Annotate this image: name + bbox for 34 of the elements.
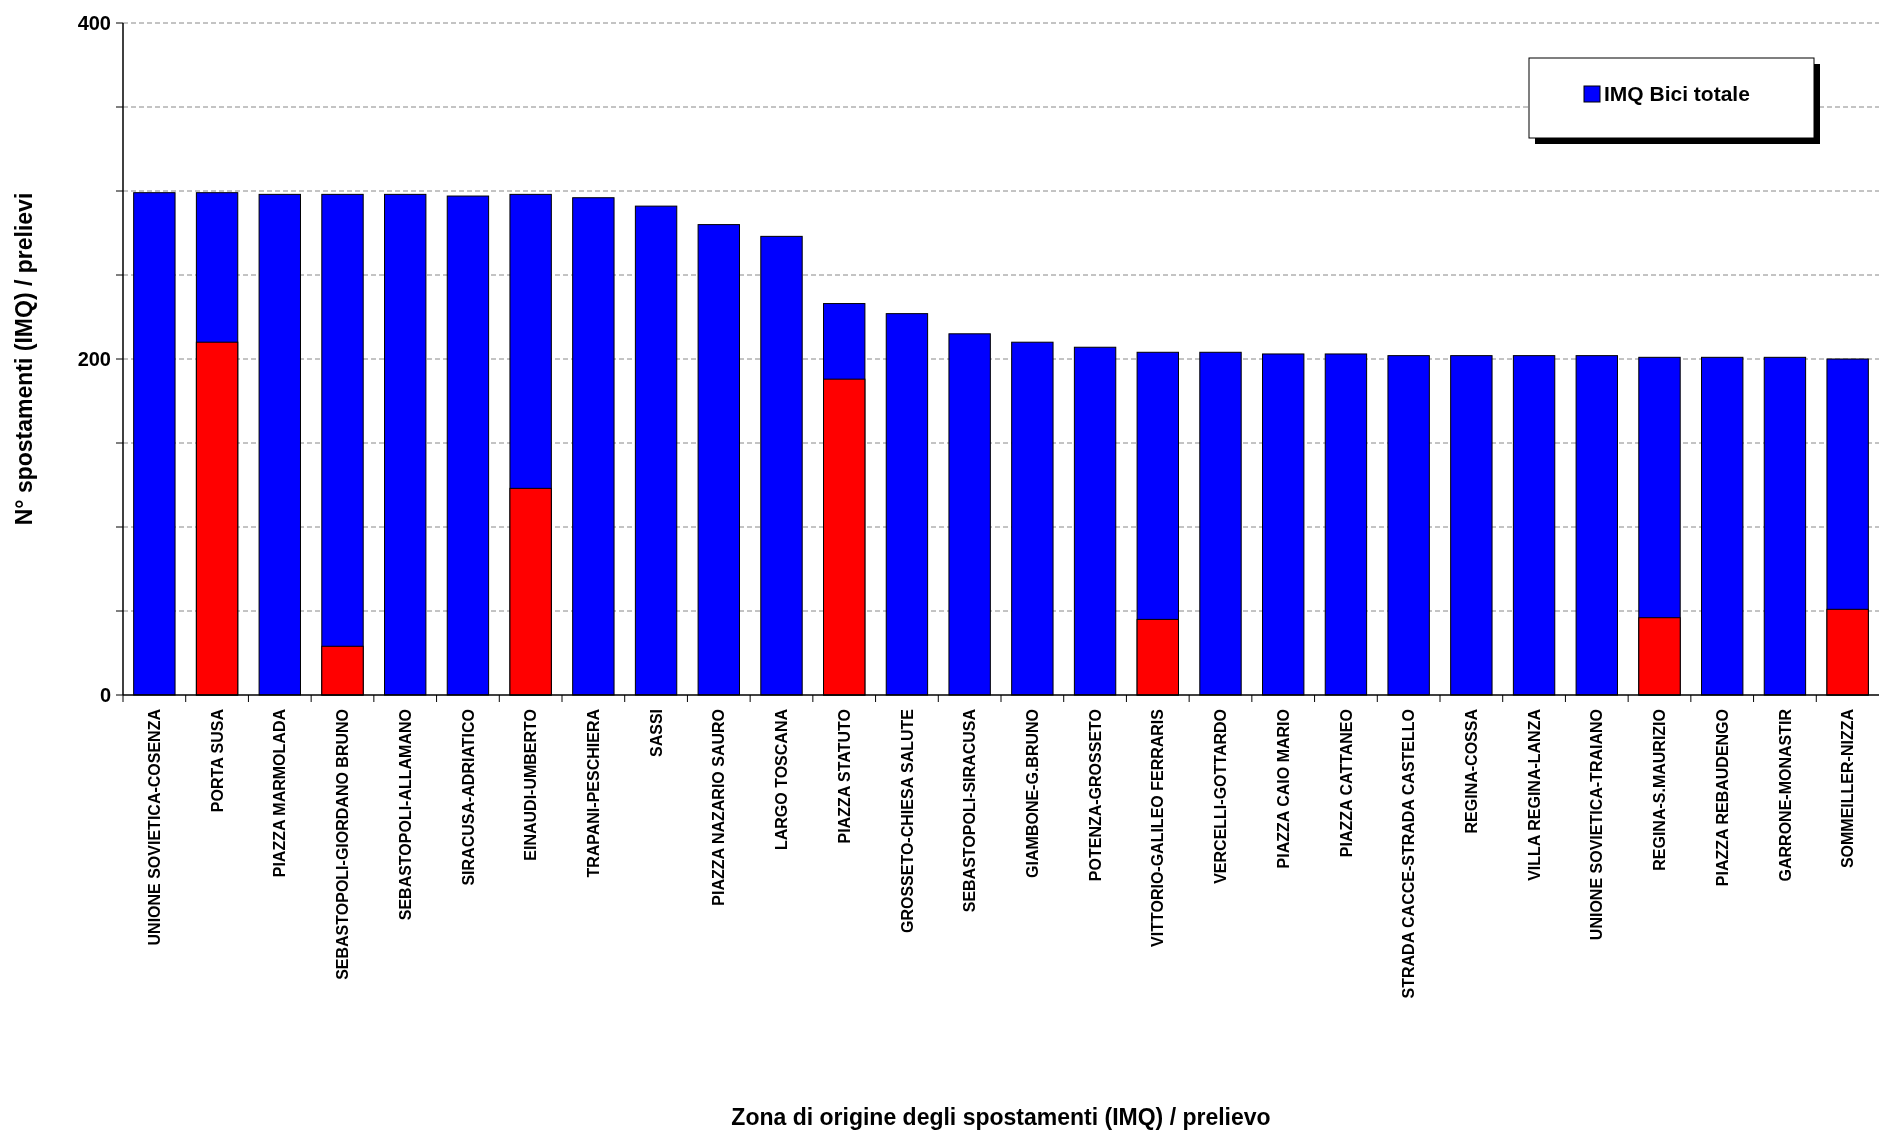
x-tick-label: GIAMBONE-G.BRUNO bbox=[1023, 709, 1041, 878]
x-tick-label: GARRONE-MONASTIR bbox=[1776, 708, 1794, 882]
x-tick-label: EINAUDI-UMBERTO bbox=[522, 709, 540, 861]
x-tick-label: PIAZZA CAIO MARIO bbox=[1274, 709, 1292, 869]
y-axis-title: N° spostamenti (IMQ) / prelievi bbox=[11, 192, 37, 526]
x-tick-label: SEBASTOPOLI-SIRACUSA bbox=[961, 708, 979, 913]
x-tick-label: GROSSETO-CHIESA SALUTE bbox=[898, 708, 916, 934]
x-tick-label: PIAZZA CATTANEO bbox=[1337, 709, 1355, 858]
x-tick-label: POTENZA-GROSSETO bbox=[1086, 709, 1104, 882]
x-tick-label: LARGO TOSCANA bbox=[773, 708, 791, 851]
x-tick-label: PIAZZA MARMOLADA bbox=[271, 708, 289, 878]
x-tick-label: VILLA REGINA-LANZA bbox=[1525, 708, 1543, 881]
x-tick-label: UNIONE SOVIETICA-TRAIANO bbox=[1588, 709, 1606, 941]
x-tick-label: TRAPANI-PESCHIERA bbox=[584, 708, 602, 878]
x-tick-label: PIAZZA REBAUDENGO bbox=[1713, 709, 1731, 887]
x-tick-label: SEBASTOPOLI-GIORDANO BRUNO bbox=[334, 709, 352, 980]
y-tick-label: 400 bbox=[77, 12, 111, 34]
x-tick-label: SEBASTOPOLI-ALLAMANO bbox=[396, 709, 414, 921]
x-tick-label: UNIONE SOVIETICA-COSENZA bbox=[145, 708, 163, 946]
x-tick-label: STRADA CACCE-STRADA CASTELLO bbox=[1400, 709, 1418, 999]
x-tick-label: REGINA-S.MAURIZIO bbox=[1651, 709, 1669, 871]
y-tick-label: 0 bbox=[99, 684, 111, 706]
x-tick-label: PIAZZA NAZARIO SAURO bbox=[710, 709, 728, 906]
x-tick-label: SOMMEILLER-NIZZA bbox=[1839, 708, 1857, 869]
x-tick-label: SIRACUSA-ADRIATICO bbox=[459, 709, 477, 886]
y-tick-label: 200 bbox=[77, 348, 111, 370]
x-tick-label: PIAZZA STATUTO bbox=[835, 709, 853, 844]
x-tick-label: SASSI bbox=[647, 709, 665, 758]
x-axis-title: Zona di origine degli spostamenti (IMQ) / prelievo bbox=[731, 1104, 1271, 1130]
x-tick-label: VERCELLI-GOTTARDO bbox=[1212, 709, 1230, 884]
x-tick-label: REGINA-COSSA bbox=[1462, 708, 1480, 834]
x-tick-label: VITTORIO-GALILEO FERRARIS bbox=[1149, 708, 1167, 947]
legend-label: IMQ Bici totale bbox=[1604, 82, 1750, 106]
x-tick-label: PORTA SUSA bbox=[208, 708, 226, 813]
